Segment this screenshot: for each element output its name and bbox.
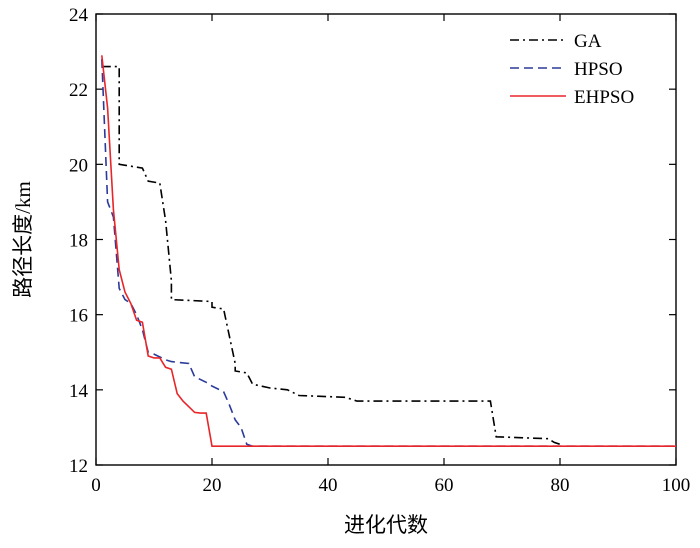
x-tick-label: 40 bbox=[319, 475, 338, 496]
series-line-ehpso bbox=[101, 55, 676, 448]
axis-ticks: 0 20 40 60 80 100 12 14 16 18 20 22 24 bbox=[69, 5, 690, 496]
y-tick-label: 20 bbox=[69, 155, 88, 176]
y-tick-label: 12 bbox=[69, 456, 88, 477]
x-tick-label: 80 bbox=[551, 475, 570, 496]
legend-label-ga: GA bbox=[574, 31, 602, 52]
y-tick-label: 16 bbox=[69, 306, 88, 327]
series-line-ga bbox=[101, 65, 561, 446]
x-tick-label: 0 bbox=[91, 475, 101, 496]
x-axis-title: 进化代数 bbox=[344, 513, 428, 537]
plot-frame bbox=[95, 13, 677, 466]
x-tick-label: 20 bbox=[203, 475, 222, 496]
x-tick-label: 60 bbox=[435, 475, 454, 496]
y-tick-label: 18 bbox=[69, 231, 88, 252]
y-axis-title: 路径长度/km bbox=[11, 181, 35, 298]
y-tick-label: 24 bbox=[69, 5, 89, 26]
legend: GA HPSO EHPSO bbox=[510, 31, 634, 108]
y-tick-label: 14 bbox=[69, 381, 89, 402]
x-tick-label: 100 bbox=[662, 475, 691, 496]
series-line-hpso bbox=[101, 59, 676, 448]
legend-label-ehpso: EHPSO bbox=[574, 87, 634, 108]
legend-label-hpso: HPSO bbox=[574, 59, 623, 80]
y-tick-label: 22 bbox=[69, 80, 88, 101]
series-lines bbox=[101, 55, 676, 448]
